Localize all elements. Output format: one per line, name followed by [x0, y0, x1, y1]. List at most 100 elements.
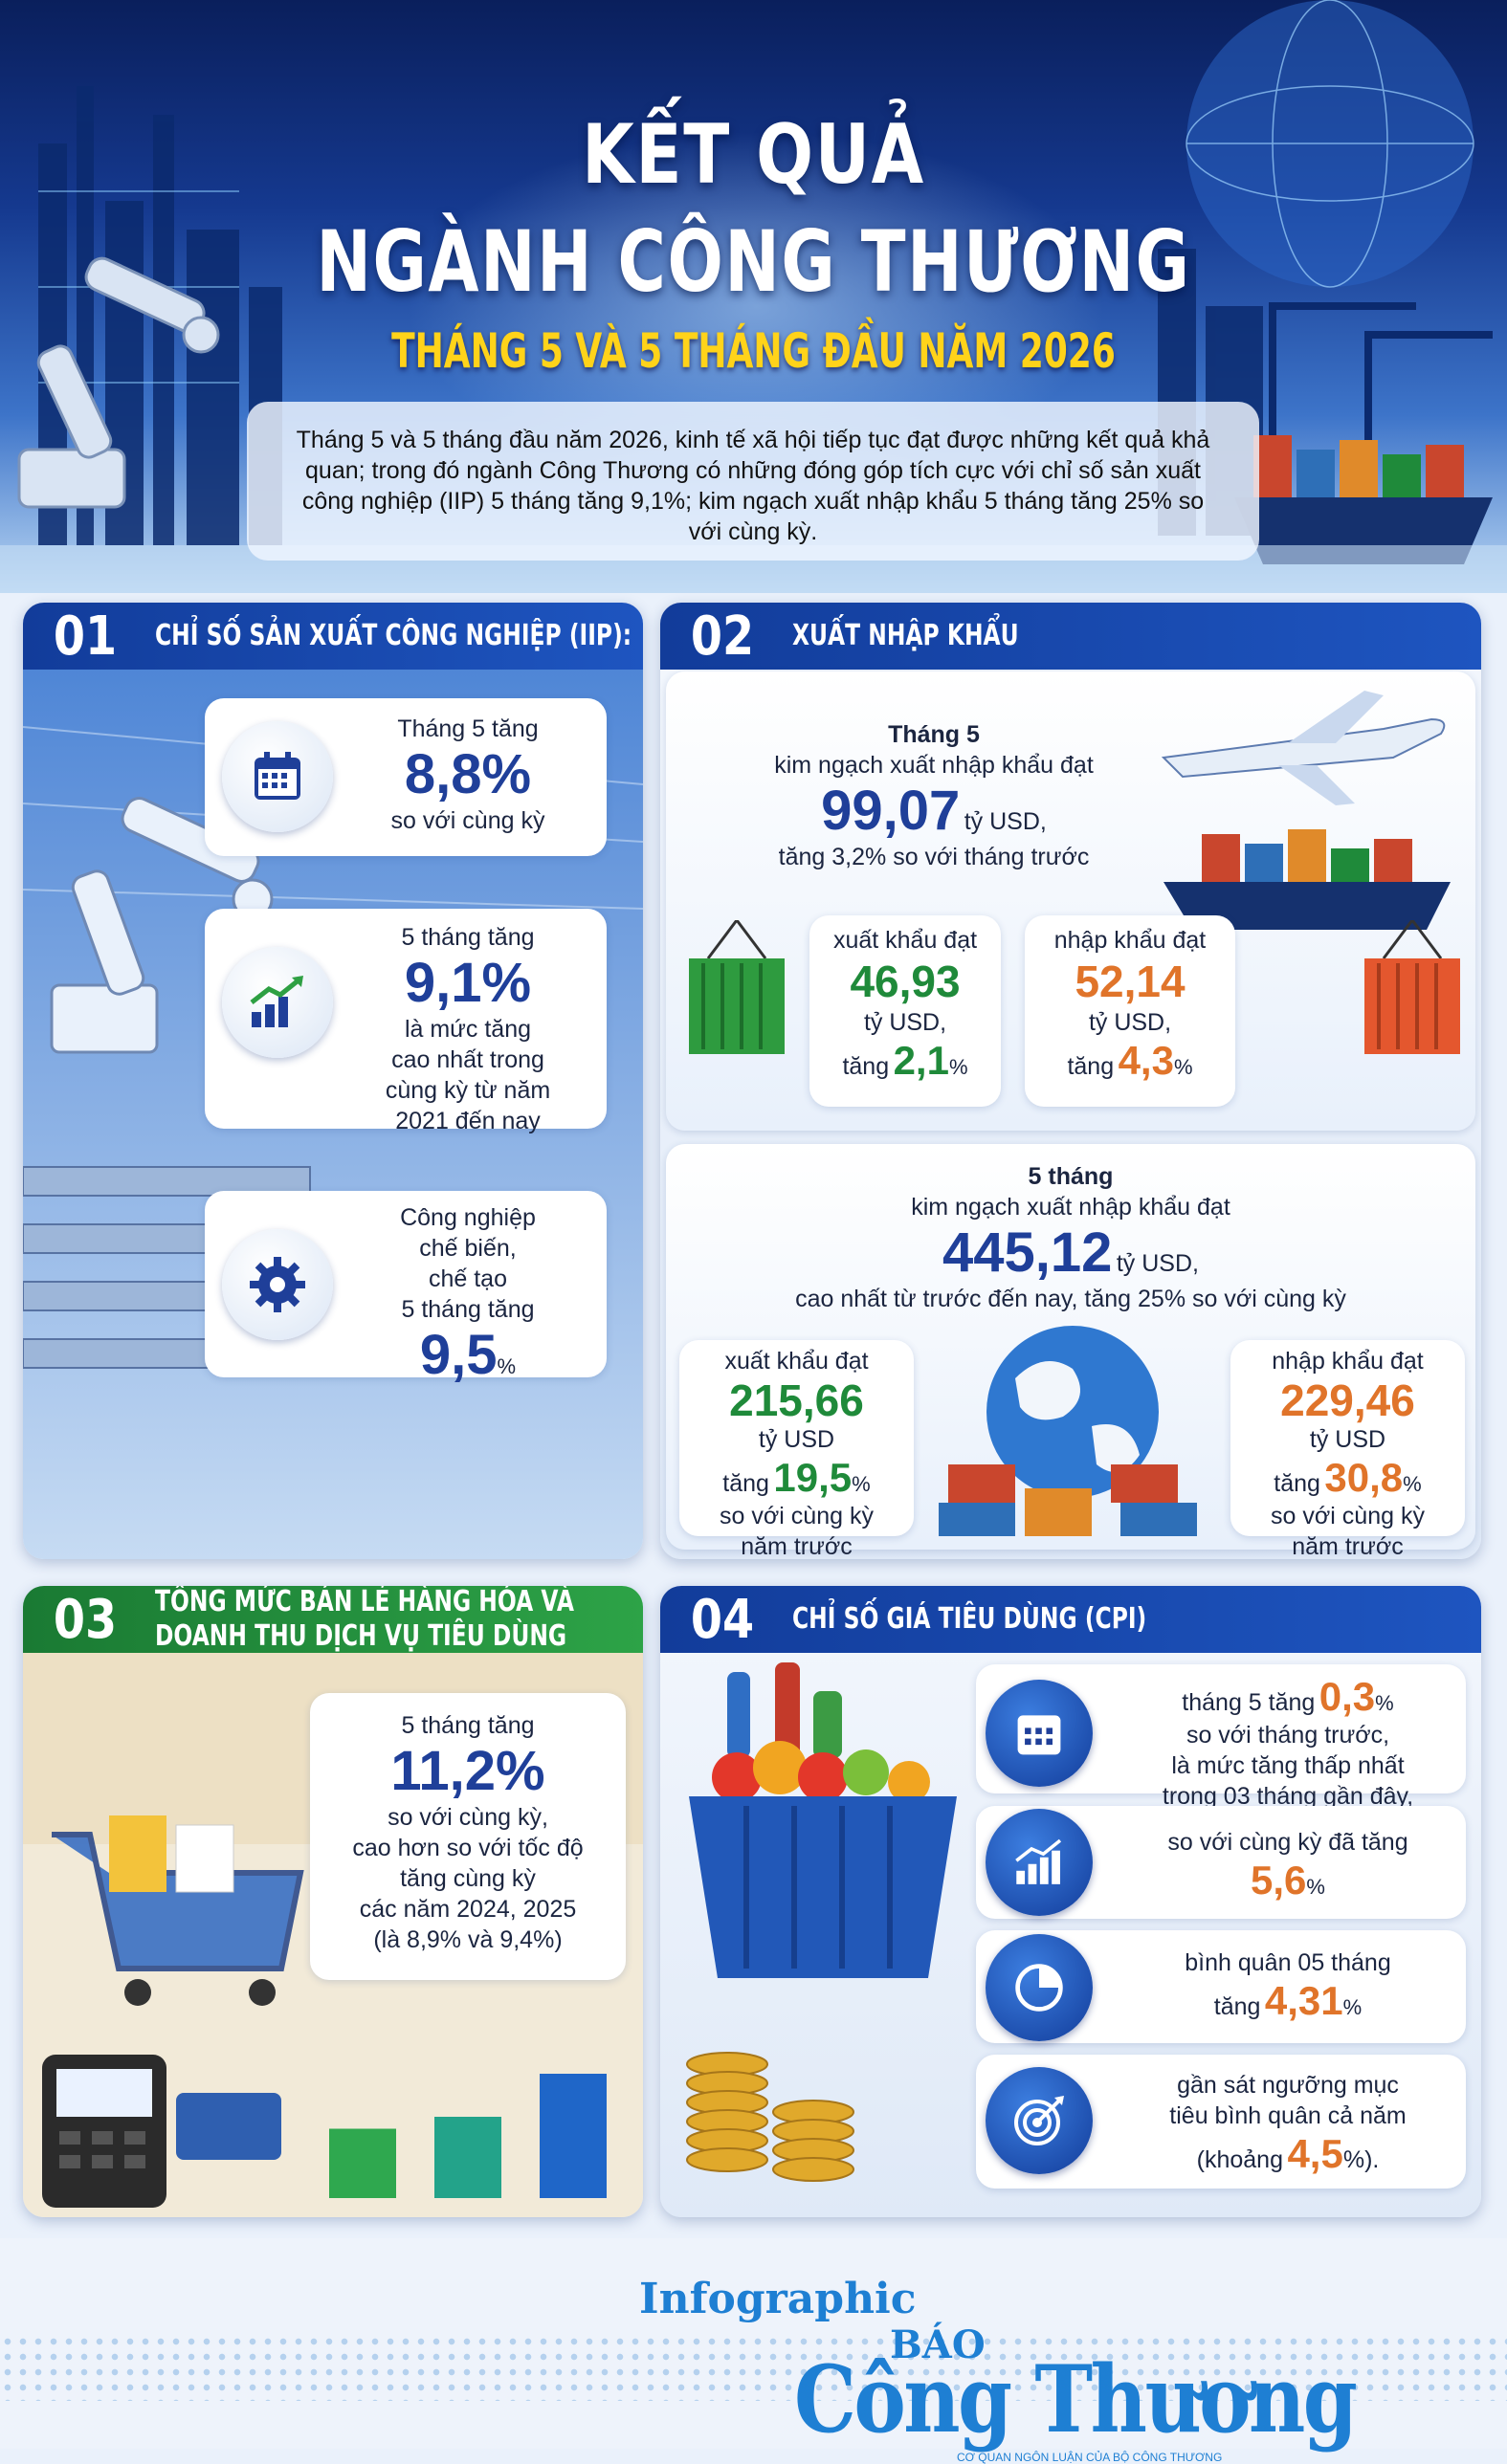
month-import-card: nhập khẩu đạt 52,14 tỷ USD, tăng 4,3% [1025, 915, 1235, 1107]
ytd-import-value: 229,46 [1280, 1375, 1415, 1425]
iip-5month-value: 9,1% [404, 952, 532, 1014]
footer-dot-pattern [0, 2334, 1507, 2401]
target-icon [986, 2067, 1093, 2174]
ytd-export-growth: 19,5 [773, 1455, 853, 1500]
manufacturing-label-2: chế biến, [419, 1235, 517, 1262]
cpi-target-note-1: gần sát ngưỡng mục [1177, 2072, 1399, 2099]
month-export-tang: tăng [842, 1053, 890, 1080]
retail-note-3: tăng cùng kỳ [400, 1865, 536, 1892]
section-cpi-header: 04 CHỈ SỐ GIÁ TIÊU DÙNG (CPI) [660, 1586, 1481, 1653]
cpi-month-label: tháng 5 tăng [1182, 1689, 1316, 1716]
cpi-target-post: %). [1342, 2146, 1380, 2173]
retail-card: 5 tháng tăng 11,2% so với cùng kỳ, cao h… [310, 1693, 626, 1980]
cpi-target-note-2: tiêu bình quân cả năm [1169, 2102, 1407, 2129]
ytd-import-card: nhập khẩu đạt 229,46 tỷ USD tăng 30,8% s… [1230, 1340, 1465, 1559]
retail-bar [329, 2128, 396, 2198]
section-number: 02 [690, 605, 755, 668]
cpi-month-note-2: là mức tăng thấp nhất [1171, 1752, 1405, 1779]
month-import-label: nhập khẩu đạt [1053, 927, 1207, 954]
iip-month-value: 8,8% [404, 743, 532, 805]
pct-sign: % [1375, 1691, 1394, 1715]
month-line: kim ngạch xuất nhập khẩu đạt [774, 752, 1094, 779]
main-title-line1: KẾT QUẢ [582, 107, 925, 203]
cpi-target-value: 4,5 [1287, 2131, 1343, 2176]
section-iip-header: 01 CHỈ SỐ SẢN XUẤT CÔNG NGHIỆP (IIP): [23, 603, 643, 670]
iip-5month-card: 5 tháng tăng 9,1% là mức tăng cao nhất t… [205, 909, 607, 1134]
ytd-export-tang: tăng [722, 1470, 769, 1497]
manufacturing-card: Công nghiệp chế biến, chế tạo 5 tháng tă… [205, 1191, 607, 1386]
month-export-growth: 2,1 [893, 1038, 949, 1083]
section-title: XUẤT NHẬP KHẨU [791, 619, 1019, 652]
month-heading: Tháng 5 [888, 721, 980, 748]
cpi-month-note-3: trong 03 tháng gần đây, [1162, 1783, 1414, 1810]
manufacturing-pct: % [497, 1354, 517, 1378]
section-title-line2: DOANH THU DỊCH VỤ TIÊU DÙNG [154, 1619, 567, 1653]
retail-value: 11,2% [390, 1740, 545, 1802]
ytd-export-value: 215,66 [729, 1375, 864, 1425]
section-title: CHỈ SỐ SẢN XUẤT CÔNG NGHIỆP (IIP): [154, 619, 632, 652]
intro-paragraph: Tháng 5 và 5 tháng đầu năm 2026, kinh tế… [247, 402, 1259, 561]
pct-sign: % [1403, 1472, 1422, 1496]
month-total-unit: tỷ USD, [964, 808, 1047, 835]
iip-5month-note-3: cùng kỳ từ năm [385, 1077, 551, 1104]
month-export-card: xuất khẩu đạt 46,93 tỷ USD, tăng 2,1% [809, 915, 1001, 1107]
section-number: 01 [53, 605, 118, 668]
ytd-import-growth: 30,8 [1324, 1455, 1404, 1500]
section-iip: 01 CHỈ SỐ SẢN XUẤT CÔNG NGHIỆP (IIP): [23, 603, 643, 1559]
manufacturing-label-1: Công nghiệp [400, 1204, 536, 1231]
month-export-label: xuất khẩu đạt [832, 927, 978, 954]
airplane-ship-illustration [1161, 691, 1451, 930]
cpi-yoy-label: so với cùng kỳ đã tăng [1167, 1829, 1408, 1856]
ytd-export-label: xuất khẩu đạt [724, 1348, 869, 1375]
ytd-export-unit: tỷ USD [758, 1426, 835, 1453]
cpi-average-label: bình quân 05 tháng [1185, 1949, 1391, 1976]
month-import-growth: 4,3 [1118, 1038, 1174, 1083]
month-total-value: 99,07 [821, 780, 961, 842]
retail-note-4: các năm 2024, 2025 [359, 1896, 577, 1923]
cpi-month-note-1: so với tháng trước, [1186, 1722, 1390, 1749]
retail-bar [434, 2117, 501, 2198]
pct-sign: % [1173, 1055, 1193, 1079]
month-import-unit: tỷ USD, [1088, 1009, 1172, 1036]
trade-5month-card: 5 tháng kim ngạch xuất nhập khẩu đạt 445… [666, 1144, 1475, 1559]
section-number: 03 [53, 1588, 118, 1651]
grocery-basket-illustration [686, 1662, 957, 2182]
growth-chart-icon [222, 947, 333, 1058]
retail-growth-bars [329, 2074, 607, 2198]
section-title-line1: TỔNG MỨC BÁN LẺ HÀNG HÓA VÀ [154, 1586, 574, 1618]
iip-5month-note-1: là mức tăng [404, 1016, 532, 1043]
section-trade-header: 02 XUẤT NHẬP KHẨU [660, 603, 1481, 670]
hero-banner: KẾT QUẢ NGÀNH CÔNG THƯƠNG THÁNG 5 VÀ 5 T… [0, 0, 1507, 593]
manufacturing-value: 9,5 [419, 1324, 498, 1386]
ytd-export-compare-1: so với cùng kỳ [720, 1503, 874, 1529]
ytd-import-label: nhập khẩu đạt [1272, 1348, 1424, 1375]
footer: Infographic BÁO Công Thương CƠ QUAN NGÔN… [0, 2238, 1507, 2464]
month-growth: tăng 3,2% so với tháng trước [778, 844, 1090, 870]
gear-icon [222, 1229, 333, 1340]
footer-infographic-label: Infographic [639, 2275, 917, 2323]
retail-bar [540, 2074, 607, 2198]
month-import-tang: tăng [1067, 1053, 1115, 1080]
footer-bao-label: BÁO [890, 2322, 986, 2367]
pct-sign: % [852, 1472, 871, 1496]
ytd-line: kim ngạch xuất nhập khẩu đạt [911, 1194, 1230, 1221]
main-subtitle: THÁNG 5 VÀ 5 THÁNG ĐẦU NĂM 2026 [391, 323, 1116, 379]
cpi-average-tang: tăng [1213, 1993, 1261, 2020]
ytd-total-value: 445,12 [942, 1221, 1113, 1284]
pct-sign: % [1342, 1995, 1363, 2019]
main-title-line2: NGÀNH CÔNG THƯƠNG [316, 212, 1191, 311]
cpi-month-value: 0,3 [1319, 1674, 1376, 1719]
section-cpi: 04 CHỈ SỐ GIÁ TIÊU DÙNG (CPI) tháng 5 tă [660, 1586, 1481, 2217]
month-export-value: 46,93 [850, 957, 961, 1006]
month-import-value: 52,14 [1075, 957, 1186, 1006]
cpi-average-value: 4,31 [1264, 1978, 1343, 2023]
cpi-target-pre: (khoảng [1196, 2146, 1283, 2173]
iip-5month-note-2: cao nhất trong [391, 1046, 544, 1073]
green-container-icon [689, 920, 785, 1054]
footer-brand-logo: Công Thương [794, 2345, 1358, 2453]
month-export-unit: tỷ USD, [863, 1009, 947, 1036]
ytd-import-compare-1: so với cùng kỳ [1271, 1503, 1425, 1529]
ytd-export-compare-2: năm trước [741, 1533, 853, 1559]
iip-5month-label: 5 tháng tăng [401, 924, 535, 951]
